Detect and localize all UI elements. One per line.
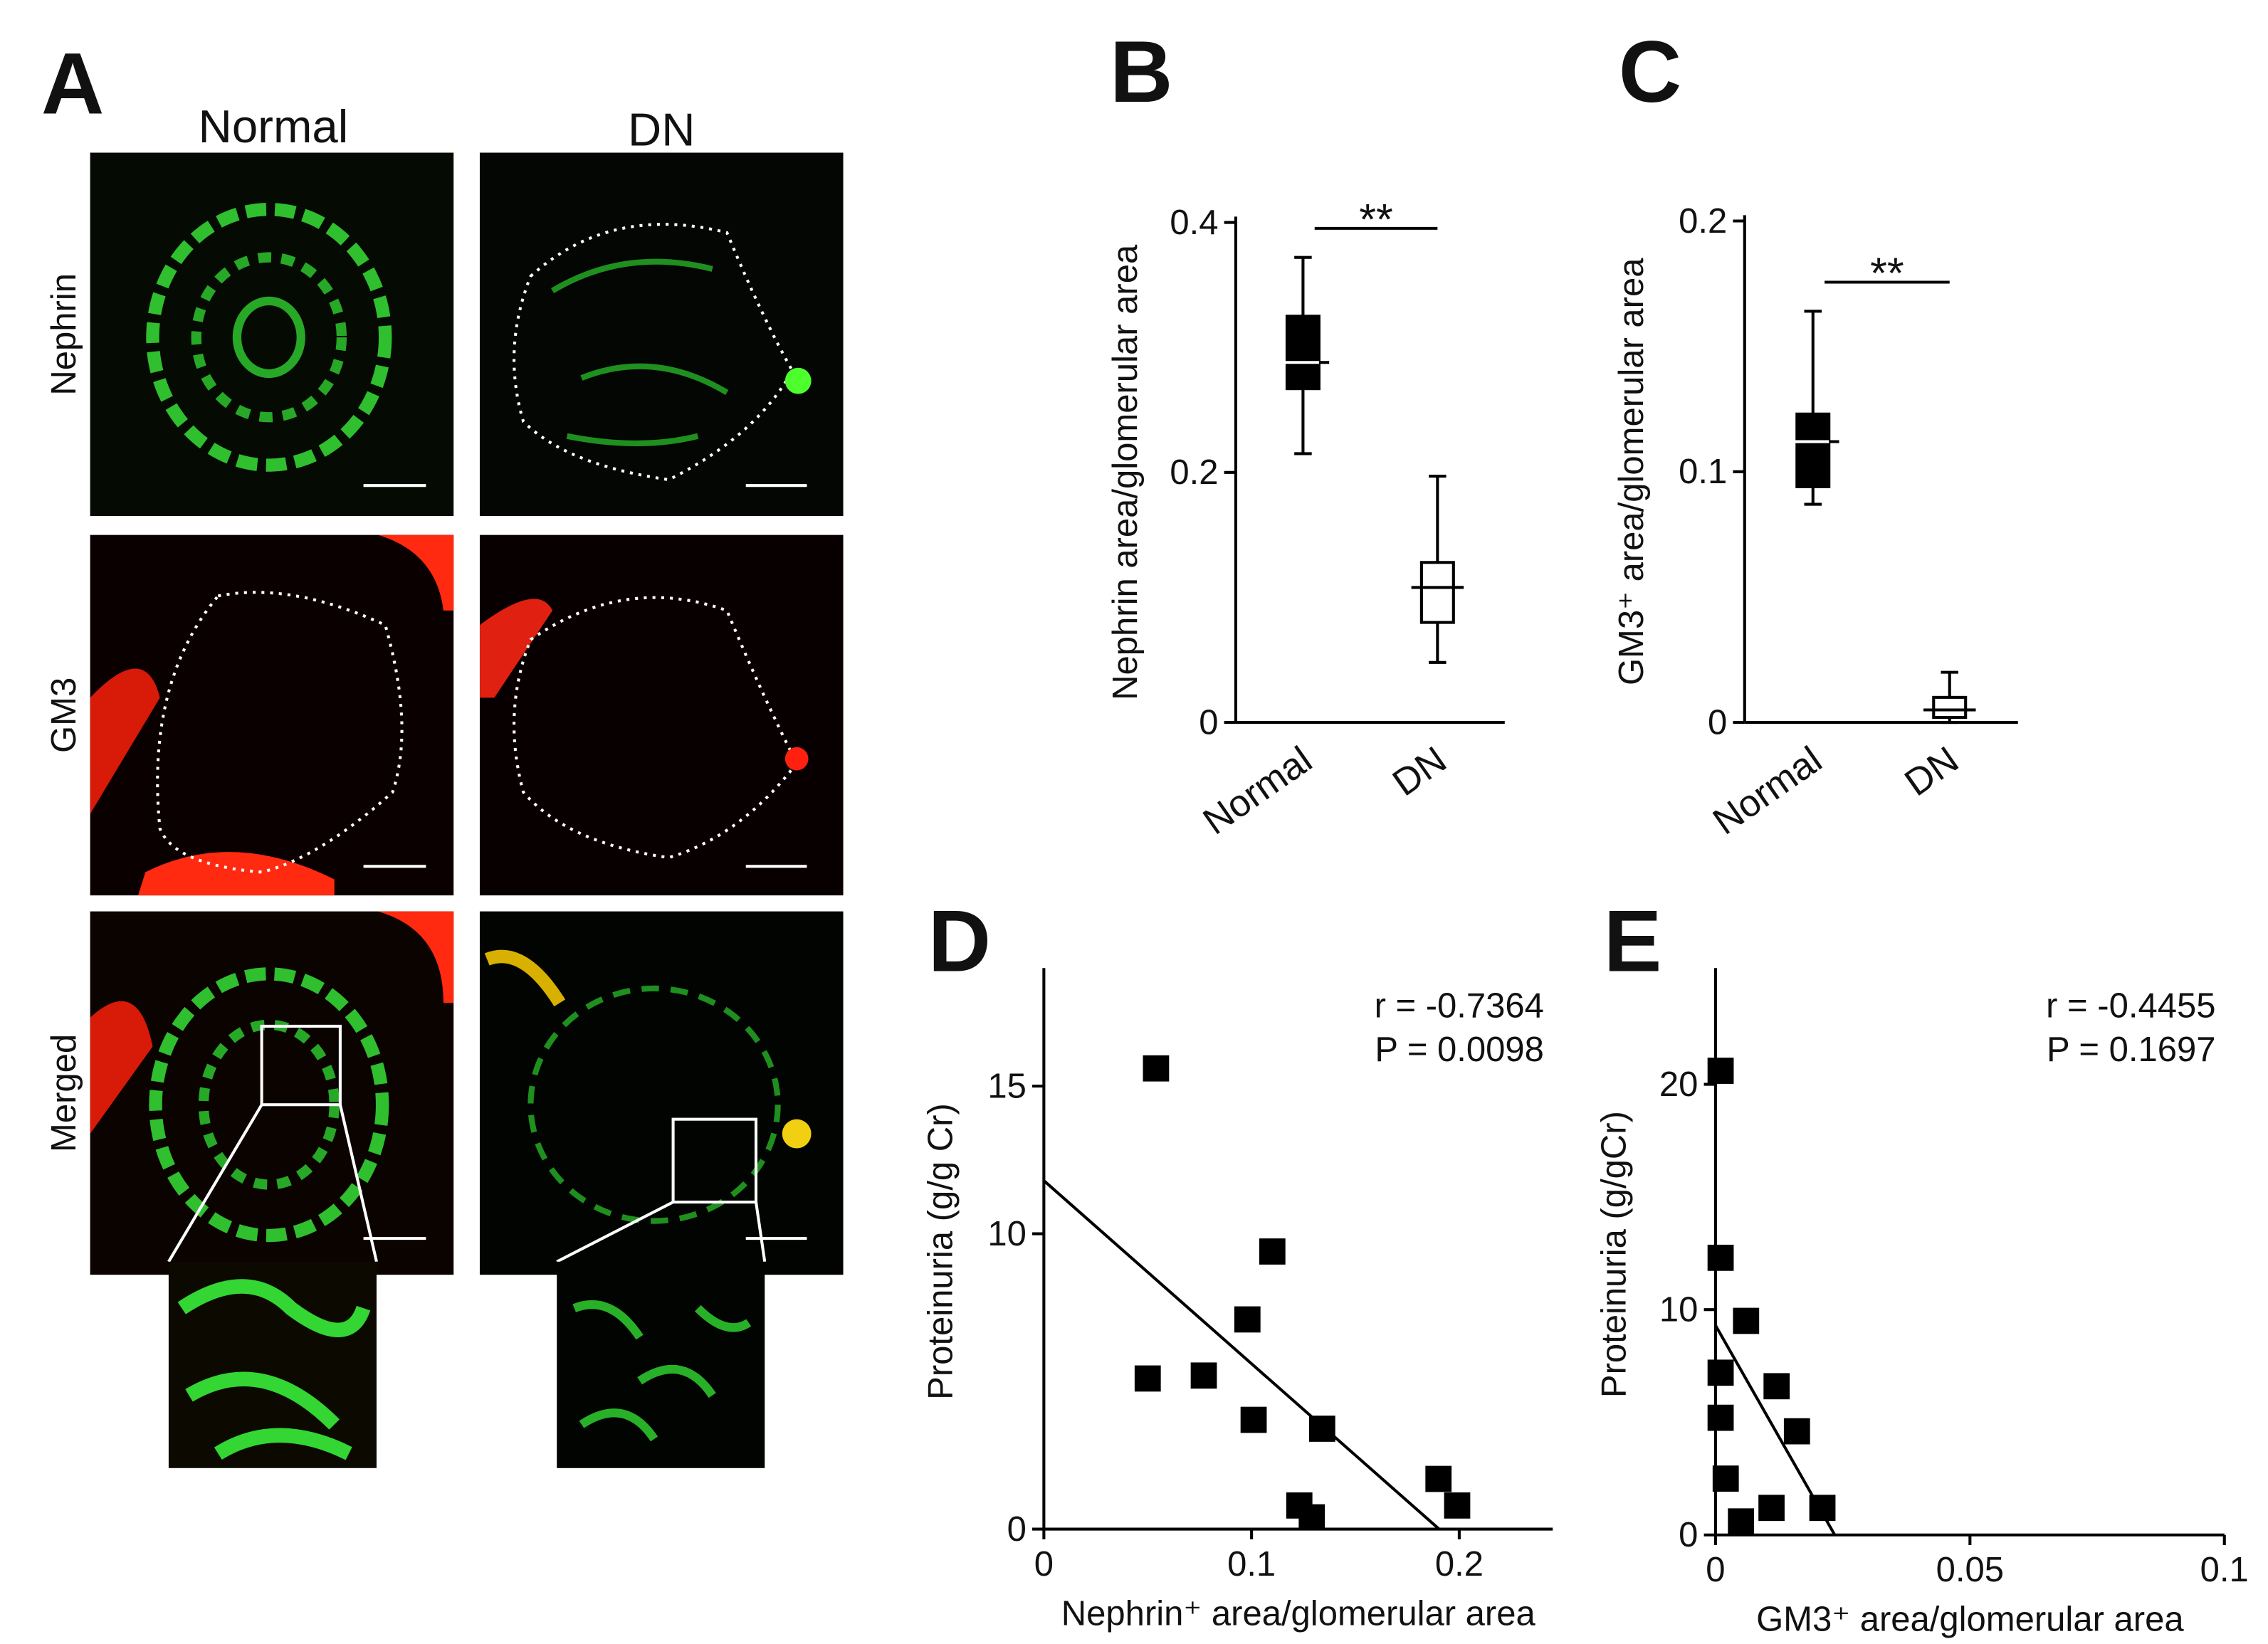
point bbox=[1733, 1307, 1760, 1334]
point bbox=[1425, 1465, 1452, 1492]
y-axis-label: Proteinuria (g/gCr) bbox=[1595, 1111, 1633, 1398]
y-tick-label: 0.2 bbox=[1679, 202, 1727, 241]
fit-line bbox=[1714, 1324, 1837, 1536]
point bbox=[1707, 1058, 1734, 1084]
point bbox=[1707, 1359, 1734, 1386]
fit-line bbox=[1043, 1179, 1441, 1531]
x-tick-label: 0.1 bbox=[2200, 1551, 2249, 1589]
point bbox=[1190, 1362, 1217, 1389]
panel-letter: D bbox=[928, 892, 991, 989]
point bbox=[1259, 1238, 1286, 1265]
panel-letter: A bbox=[41, 34, 104, 132]
x-tick-label: 0.05 bbox=[1936, 1551, 2004, 1589]
annotation: r = -0.4455 bbox=[2046, 987, 2215, 1026]
point bbox=[1298, 1504, 1325, 1531]
y-tick-label: 0 bbox=[1007, 1510, 1027, 1549]
row-label: GM3 bbox=[45, 678, 83, 753]
row-label: Merged bbox=[45, 1034, 83, 1152]
x-tick-label: 0.2 bbox=[1435, 1545, 1484, 1584]
x-tick-label: DN bbox=[1385, 739, 1454, 804]
annotation: P = 0.0098 bbox=[1375, 1031, 1544, 1069]
point bbox=[1240, 1406, 1267, 1433]
column-title: DN bbox=[628, 103, 695, 155]
x-tick-label: 0.1 bbox=[1227, 1545, 1276, 1584]
y-axis-label: GM3⁺ area/glomerular area bbox=[1612, 258, 1651, 685]
x-axis-label: Nephrin⁺ area/glomerular area bbox=[1061, 1594, 1536, 1633]
panel-letter: E bbox=[1604, 892, 1662, 989]
point bbox=[1234, 1306, 1261, 1333]
point bbox=[1143, 1055, 1170, 1082]
point bbox=[1758, 1495, 1785, 1522]
y-tick-label: 0 bbox=[1679, 1516, 1698, 1554]
annotation: r = -0.7364 bbox=[1375, 987, 1544, 1026]
y-axis-label: Proteinuria (g/g Cr) bbox=[922, 1103, 960, 1400]
y-tick-label: 20 bbox=[1659, 1065, 1699, 1104]
y-tick-label: 0 bbox=[1708, 703, 1727, 742]
x-axis-label: GM3⁺ area/glomerular area bbox=[1756, 1601, 2184, 1639]
point bbox=[1444, 1492, 1471, 1519]
y-tick-label: 0.1 bbox=[1679, 453, 1727, 491]
y-tick-label: 0 bbox=[1199, 703, 1218, 742]
point bbox=[1763, 1373, 1790, 1400]
point bbox=[1728, 1508, 1755, 1535]
y-tick-label: 10 bbox=[1659, 1290, 1699, 1329]
y-axis-label: Nephrin area/glomerular area bbox=[1106, 244, 1145, 700]
annotation: P = 0.1697 bbox=[2047, 1031, 2216, 1069]
point bbox=[1783, 1418, 1810, 1445]
x-tick-label: Normal bbox=[1196, 739, 1320, 843]
panel-letter: C bbox=[1619, 23, 1681, 120]
point bbox=[1707, 1404, 1734, 1431]
row-label: Nephrin bbox=[45, 273, 83, 396]
x-tick-label: 0 bbox=[1706, 1551, 1725, 1589]
y-tick-label: 15 bbox=[987, 1067, 1027, 1105]
significance: ** bbox=[1359, 195, 1393, 243]
y-tick-label: 0.2 bbox=[1170, 453, 1218, 492]
box bbox=[1285, 315, 1321, 391]
point bbox=[1134, 1365, 1161, 1392]
panel-letter: B bbox=[1110, 23, 1172, 120]
x-tick-label: 0 bbox=[1034, 1545, 1054, 1584]
panel-a-images bbox=[90, 152, 844, 1468]
column-title: Normal bbox=[199, 100, 349, 152]
significance: ** bbox=[1870, 249, 1904, 297]
point bbox=[1712, 1465, 1739, 1492]
box bbox=[1932, 695, 1968, 720]
x-tick-label: Normal bbox=[1706, 739, 1829, 843]
box bbox=[1419, 561, 1455, 624]
box bbox=[1795, 412, 1831, 488]
y-tick-label: 0.4 bbox=[1170, 204, 1218, 242]
point bbox=[1707, 1244, 1734, 1271]
x-tick-label: DN bbox=[1897, 739, 1966, 804]
y-tick-label: 10 bbox=[987, 1215, 1027, 1253]
